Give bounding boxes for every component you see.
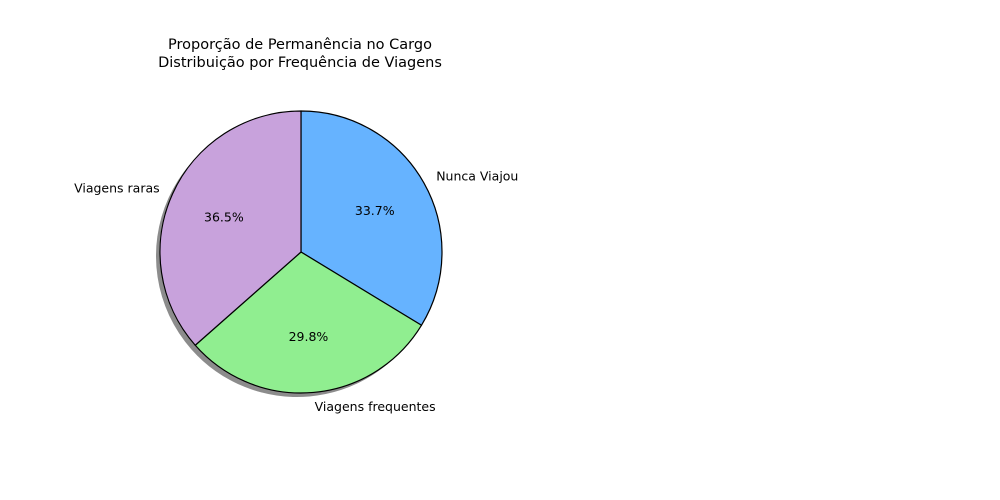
pie-slice-viagens-raras <box>159 110 302 346</box>
slice-label-viagens-frequentes: Viagens frequentes <box>315 399 436 414</box>
chart-title-line-1: Proporção de Permanência no Cargo <box>168 37 432 53</box>
pct-label-nunca-viajou: 33.7% <box>355 203 395 218</box>
pie-labels: Nunca Viajou 33.7% Viagens frequentes 29.8%… <box>74 169 518 414</box>
pct-label-viagens-raras: 36.5% <box>204 210 244 225</box>
pie-slice-nunca-viajou <box>300 110 443 326</box>
pie-slice-viagens-frequentes <box>194 251 423 394</box>
pie-slices <box>159 110 443 394</box>
chart-title-line-2: Distribuição por Frequência de Viagens <box>158 55 442 71</box>
slice-label-nunca-viajou: Nunca Viajou <box>436 169 518 184</box>
slice-label-viagens-raras: Viagens raras <box>74 181 160 196</box>
pct-label-viagens-frequentes: 29.8% <box>289 329 329 344</box>
